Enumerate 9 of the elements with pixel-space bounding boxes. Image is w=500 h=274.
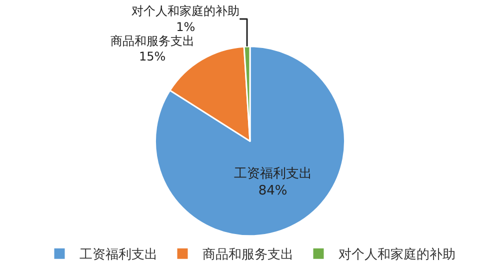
legend-label: 商品和服务支出 — [202, 248, 294, 263]
slice-label: 对个人和家庭的补助 — [132, 4, 240, 18]
slice-label: 工资福利支出 — [234, 166, 312, 182]
data-label: 15% — [139, 49, 166, 64]
data-label: 84% — [258, 184, 288, 199]
legend-label: 工资福利支出 — [80, 248, 158, 263]
legend-label: 对个人和家庭的补助 — [338, 246, 456, 263]
slice-label: 商品和服务支出 — [110, 34, 194, 48]
data-label: 1% — [176, 20, 196, 34]
